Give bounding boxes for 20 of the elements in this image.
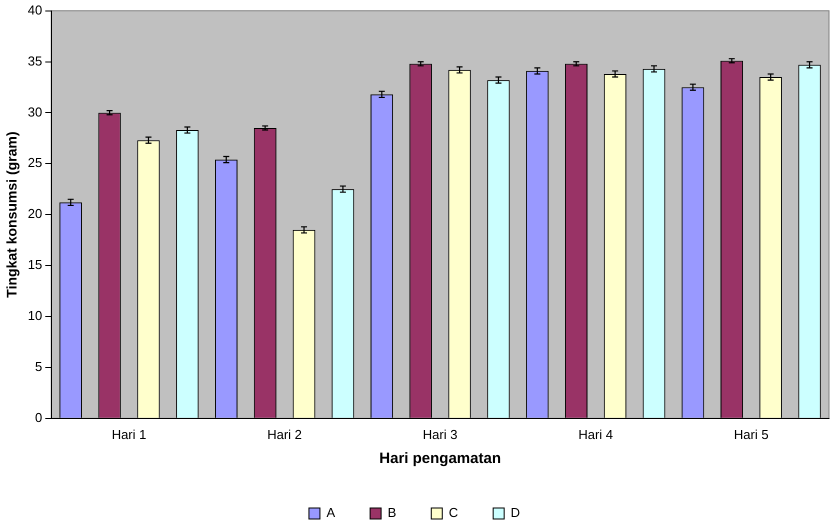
legend-label: C (448, 505, 458, 520)
y-tick-label: 10 (28, 308, 42, 324)
x-tick-label: Hari 1 (112, 426, 146, 442)
x-axis-title: Hari pengamatan (379, 450, 501, 468)
y-tick-label: 5 (35, 359, 42, 374)
legend-label: D (510, 505, 520, 520)
legend-label: B (388, 505, 396, 520)
y-tick-label: 20 (28, 206, 42, 222)
x-tick-label: Hari 5 (734, 426, 769, 442)
y-tick-label: 40 (28, 2, 42, 18)
y-axis-title: Tingkat konsumsi (gram) (3, 131, 20, 298)
x-tick-label: Hari 4 (578, 426, 614, 442)
y-tick-label: 25 (28, 155, 42, 170)
y-tick-label: 15 (28, 257, 42, 272)
legend-label: A (326, 505, 336, 520)
x-tick-label: Hari 2 (267, 426, 302, 442)
x-tick-label: Hari 3 (422, 426, 458, 442)
y-tick-label: 30 (28, 104, 42, 120)
y-tick-label: 0 (35, 410, 42, 425)
y-tick-label: 35 (28, 53, 42, 68)
